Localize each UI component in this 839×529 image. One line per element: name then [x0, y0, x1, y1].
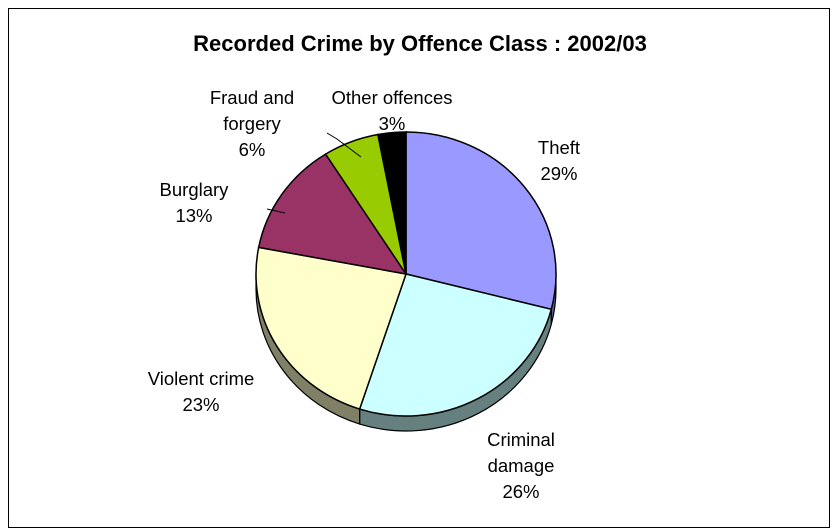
- slice-violent-crime: [255, 246, 407, 410]
- slice-label-theft: Theft 29%: [537, 137, 581, 184]
- chart-title: Recorded Crime by Offence Class : 2002/0…: [193, 31, 647, 56]
- slice-criminal-damage: [358, 273, 553, 417]
- slice-other-offences: [377, 131, 407, 275]
- leader-line-other-offences: [390, 136, 400, 150]
- leader-line-fraud-and-forgery: [326, 132, 362, 158]
- chart-frame: Recorded Crime by Offence Class : 2002/0…: [8, 8, 830, 528]
- slice-theft: [405, 131, 557, 311]
- slice-label-burglary: Burglary 13%: [159, 179, 229, 226]
- slice-label-violent-crime: Violent crime 23%: [147, 368, 255, 415]
- slice-label-criminal-damage: Criminal damage 26%: [487, 429, 555, 502]
- slice-burglary: [257, 153, 408, 276]
- slice-label-fraud-and-forgery: Fraud and forgery 6%: [209, 87, 295, 160]
- leader-line-burglary: [266, 208, 286, 214]
- pie-chart: [255, 131, 557, 432]
- slice-label-other-offences: Other offences 3%: [331, 87, 453, 134]
